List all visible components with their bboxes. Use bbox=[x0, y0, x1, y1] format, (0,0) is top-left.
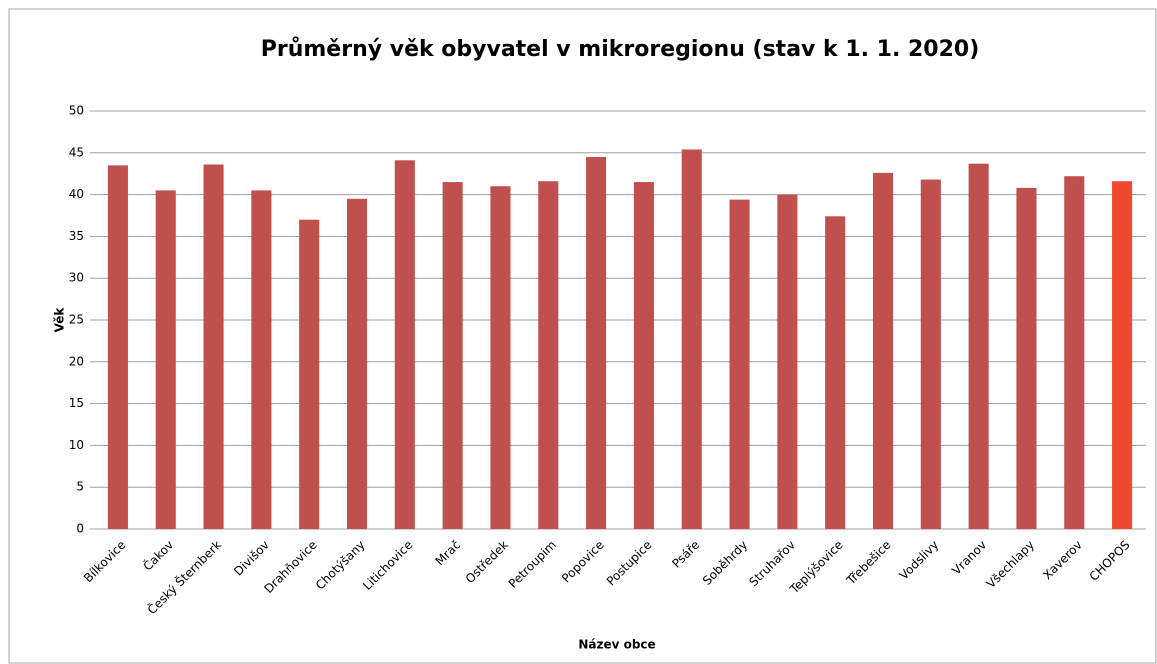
chart-title: Průměrný věk obyvatel v mikroregionu (st… bbox=[261, 37, 980, 62]
bar bbox=[490, 186, 511, 530]
y-tick-label: 30 bbox=[69, 271, 84, 285]
bar bbox=[872, 172, 894, 529]
bar bbox=[777, 194, 798, 529]
y-tick-label: 0 bbox=[76, 522, 84, 536]
bar bbox=[155, 190, 176, 530]
y-tick-label: 45 bbox=[69, 145, 84, 159]
y-tick-label: 10 bbox=[69, 438, 84, 452]
y-tick-label: 50 bbox=[69, 104, 84, 118]
bar bbox=[681, 149, 702, 529]
y-tick-label: 15 bbox=[69, 396, 84, 410]
bar bbox=[251, 190, 272, 530]
bar bbox=[586, 156, 607, 530]
bar bbox=[538, 181, 559, 529]
bar bbox=[299, 219, 320, 529]
bar bbox=[729, 199, 750, 529]
bar bbox=[825, 216, 846, 529]
bar bbox=[1112, 181, 1133, 529]
bar bbox=[1016, 187, 1037, 530]
y-tick-label: 20 bbox=[69, 354, 84, 368]
bar bbox=[394, 160, 415, 529]
bar bbox=[968, 163, 989, 529]
y-axis-label: Věk bbox=[53, 307, 67, 333]
bar bbox=[346, 198, 368, 529]
bar bbox=[633, 182, 654, 529]
x-axis-label: Název obce bbox=[578, 638, 655, 652]
bar bbox=[920, 179, 941, 529]
y-tick-label: 5 bbox=[76, 480, 84, 494]
bar bbox=[442, 182, 463, 529]
bar bbox=[107, 165, 128, 529]
y-tick-label: 25 bbox=[69, 313, 84, 327]
bar bbox=[1064, 176, 1085, 529]
bar bbox=[203, 164, 224, 529]
chart-frame bbox=[8, 8, 1157, 664]
y-tick-label: 35 bbox=[69, 229, 84, 243]
y-tick-label: 40 bbox=[69, 187, 84, 201]
